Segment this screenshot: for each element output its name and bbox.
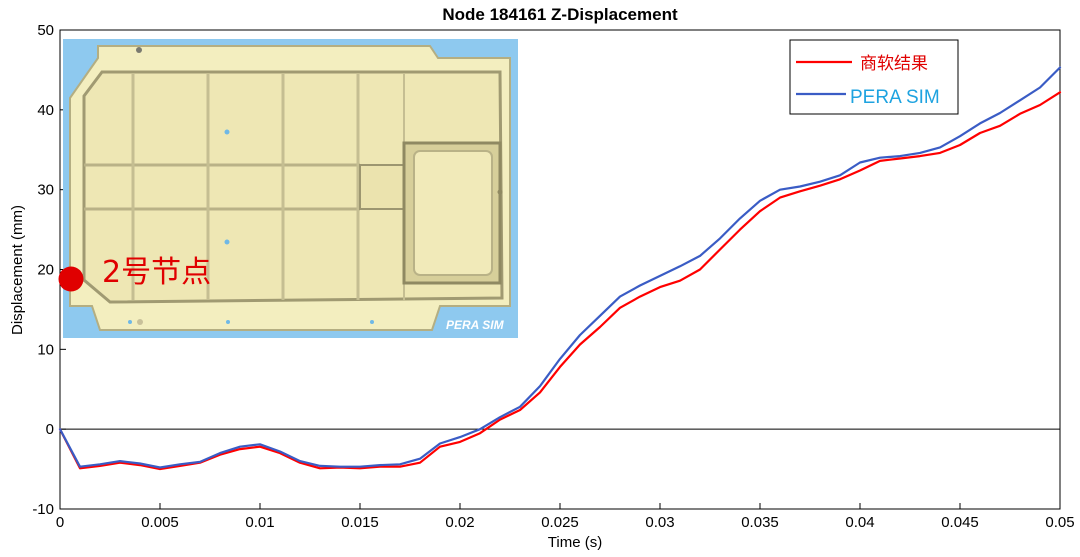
legend-label-perasim: PERA SIM bbox=[850, 87, 940, 108]
x-axis-ticks: 0 0.005 0.01 0.015 0.02 0.025 0.03 0.035 0.04 0.0… bbox=[56, 503, 1075, 531]
y-tick-label: -10 bbox=[32, 501, 54, 518]
y-tick-label: 40 bbox=[37, 102, 54, 119]
mount-hole bbox=[137, 319, 143, 325]
node-marker bbox=[58, 266, 84, 292]
x-tick-label: 0.05 bbox=[1045, 514, 1074, 531]
inset-logo: PERA SIM bbox=[446, 318, 505, 332]
series-line-commercial bbox=[58, 91, 1062, 471]
mount-hole bbox=[370, 320, 374, 324]
mount-hole bbox=[128, 320, 132, 324]
series-group bbox=[58, 66, 1062, 471]
tray-floor bbox=[82, 70, 504, 304]
mount-hole bbox=[497, 189, 503, 195]
y-tick-label: 10 bbox=[37, 341, 54, 358]
x-tick-label: 0.005 bbox=[141, 514, 179, 531]
x-tick-label: 0.03 bbox=[645, 514, 674, 531]
y-tick-label: 50 bbox=[37, 22, 54, 39]
mount-hole bbox=[136, 47, 142, 53]
x-tick-label: 0.025 bbox=[541, 514, 579, 531]
x-tick-label: 0.01 bbox=[245, 514, 274, 531]
y-tick-label: 0 bbox=[46, 421, 54, 438]
y-tick-label: 20 bbox=[37, 262, 54, 279]
x-tick-label: 0.015 bbox=[341, 514, 379, 531]
mount-hole bbox=[226, 320, 230, 324]
node-label: 2号节点 bbox=[102, 255, 211, 290]
x-tick-label: 0.02 bbox=[445, 514, 474, 531]
legend: 商软结果 PERA SIM bbox=[789, 39, 959, 115]
x-tick-label: 0.035 bbox=[741, 514, 779, 531]
x-tick-label: 0.04 bbox=[845, 514, 874, 531]
series-line-perasim bbox=[58, 66, 1062, 469]
tray-recess-floor bbox=[413, 150, 493, 276]
inset-battery-tray-image: PERA SIM 2号节点 bbox=[58, 39, 518, 338]
x-tick-label: 0.045 bbox=[941, 514, 979, 531]
y-tick-label: 30 bbox=[37, 182, 54, 199]
mount-hole bbox=[224, 129, 230, 135]
legend-box bbox=[789, 39, 959, 115]
y-axis-label: Displacement (mm) bbox=[9, 205, 26, 335]
legend-label-commercial: 商软结果 bbox=[860, 54, 928, 74]
tray-pocket bbox=[359, 164, 407, 210]
x-tick-label: 0 bbox=[56, 514, 64, 531]
chart-title: Node 184161 Z-Displacement bbox=[442, 5, 678, 24]
mount-hole bbox=[224, 239, 230, 245]
y-axis-ticks: -10 0 10 20 30 40 50 bbox=[32, 22, 66, 518]
x-axis-label: Time (s) bbox=[548, 534, 602, 551]
